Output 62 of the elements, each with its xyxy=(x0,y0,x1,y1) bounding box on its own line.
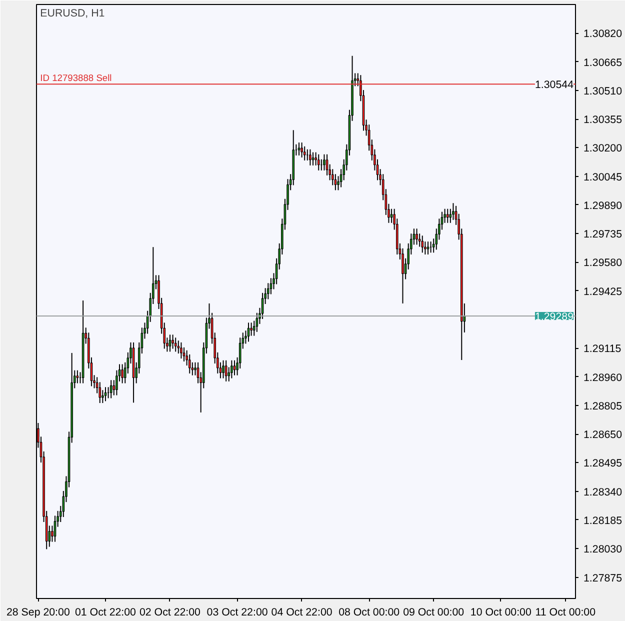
candlestick xyxy=(121,364,124,384)
x-tick-label: 11 Oct 00:00 xyxy=(535,606,596,618)
candlestick xyxy=(110,380,112,399)
y-tick-label: 1.28340 xyxy=(584,486,622,498)
x-tick-label: 01 Oct 22:00 xyxy=(74,606,136,618)
y-tick-label: 1.28495 xyxy=(584,458,622,470)
candlestick xyxy=(300,142,303,158)
candlestick xyxy=(76,370,79,384)
candlestick xyxy=(446,208,449,224)
y-tick-label: 1.30665 xyxy=(584,56,622,69)
y-tick-label: 1.29425 xyxy=(584,286,622,298)
candlestick xyxy=(426,241,430,255)
annotation: 1.30544 xyxy=(534,79,574,92)
candlestick xyxy=(104,386,107,402)
candlestick xyxy=(222,360,224,379)
y-tick-label: 1.28960 xyxy=(584,372,622,384)
candlestick xyxy=(298,142,300,156)
candlestick xyxy=(332,168,334,186)
ref-line-label: ID 12793888 Sell xyxy=(40,73,112,84)
candlestick xyxy=(230,360,233,379)
x-tick-label: 08 Oct 00:00 xyxy=(338,606,400,618)
candlestick xyxy=(317,154,320,171)
y-tick-label: 1.30510 xyxy=(584,85,622,98)
candlestick xyxy=(233,360,236,376)
x-tick-label: 10 Oct 00:00 xyxy=(470,606,532,618)
x-tick-label: 03 Oct 22:00 xyxy=(206,606,268,618)
candlestick xyxy=(309,148,312,166)
candlestick xyxy=(172,334,174,350)
candlestick xyxy=(416,228,418,246)
x-tick-label: 04 Oct 22:00 xyxy=(271,606,332,618)
candlestick xyxy=(188,354,191,374)
y-tick-label: 1.28650 xyxy=(584,429,622,442)
y-tick-label: 1.28185 xyxy=(584,514,622,527)
candlestick xyxy=(182,346,186,362)
x-tick-label: 28 Sep 20:00 xyxy=(6,606,70,618)
x-tick-label: 02 Oct 22:00 xyxy=(139,606,201,618)
annotation: 1.29289 xyxy=(534,311,574,324)
chart-title: EURUSD, H1 xyxy=(40,8,105,20)
candlestick xyxy=(194,362,196,376)
y-tick-label: 1.28805 xyxy=(584,400,622,412)
y-tick-label: 1.28030 xyxy=(584,544,622,556)
candlestick xyxy=(168,334,172,352)
candlestick xyxy=(390,208,393,224)
candlestick xyxy=(402,248,404,304)
y-tick-label: 1.30820 xyxy=(584,28,622,40)
y-tick-label: 1.30045 xyxy=(584,171,622,184)
candlestick xyxy=(177,340,180,354)
candlestick xyxy=(323,154,326,171)
y-tick-label: 1.29890 xyxy=(584,200,622,212)
x-tick-label: 09 Oct 00:00 xyxy=(403,606,464,618)
y-tick-label: 1.29735 xyxy=(584,228,622,241)
candlestick xyxy=(180,342,182,359)
y-tick-label: 1.30355 xyxy=(584,114,622,126)
candlestick xyxy=(421,235,424,254)
y-tick-label: 1.29580 xyxy=(584,257,622,270)
candlestick xyxy=(250,322,252,336)
y-tick-label: 1.30200 xyxy=(584,142,622,155)
candlestick xyxy=(303,146,306,161)
y-tick-label: 1.27875 xyxy=(584,572,622,584)
candlestick xyxy=(452,202,454,220)
candlestick xyxy=(174,337,177,352)
y-tick-label: 1.29115 xyxy=(584,343,622,356)
